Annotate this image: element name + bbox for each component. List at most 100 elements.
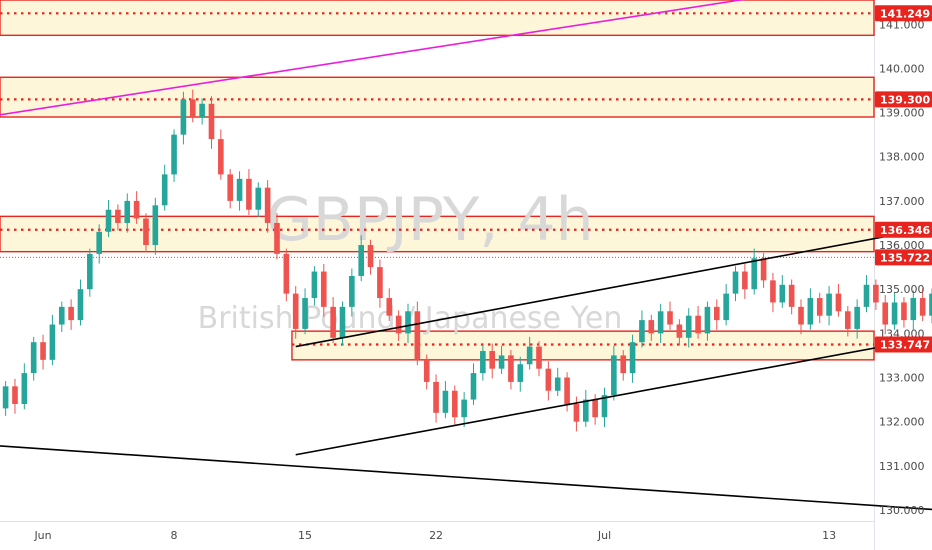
y-tick-label: 141.000 (879, 18, 925, 31)
candle-body (517, 364, 524, 382)
candle-body (21, 373, 28, 404)
candle-body (919, 298, 926, 316)
price-badge: 141.249 (875, 5, 932, 22)
candle-body (96, 231, 102, 254)
candle-body (685, 315, 692, 338)
candle-body (133, 200, 140, 219)
candle-body (760, 258, 767, 281)
x-tick-label: 13 (822, 529, 836, 542)
price-badge: 136.346 (875, 221, 932, 238)
trendline-channel-lower[interactable] (295, 265, 932, 456)
candle-body (405, 311, 411, 334)
y-tick-label: 133.000 (879, 372, 925, 385)
candle-body (311, 271, 318, 299)
price-zone[interactable] (0, 0, 875, 37)
candle-body (2, 386, 9, 409)
y-tick-label: 139.000 (879, 107, 925, 120)
y-tick-label: 130.000 (879, 504, 925, 517)
candle-body (854, 306, 860, 329)
candle-body (152, 205, 159, 246)
x-tick-label: 15 (298, 529, 312, 542)
candle-body (891, 302, 898, 325)
candle-body (208, 103, 215, 140)
y-tick-label: 136.000 (879, 239, 925, 252)
y-tick-label: 135.000 (879, 283, 925, 296)
price-badge-label: 141.249 (880, 7, 930, 20)
candle-body (770, 280, 776, 303)
y-tick-label: 132.000 (879, 416, 925, 429)
candle-body (723, 293, 729, 321)
candle-body (873, 284, 879, 303)
candle-body (58, 306, 65, 325)
candle-body (255, 187, 262, 210)
candle-body (779, 284, 786, 303)
candle-body (910, 298, 917, 321)
price-badge-box (875, 249, 932, 266)
candle-body (573, 403, 580, 422)
candle-body (592, 399, 598, 418)
candle-body (180, 99, 187, 135)
candle-body (695, 315, 701, 334)
candle-body (751, 258, 758, 290)
levels-layer (0, 12, 874, 346)
candle-body (433, 381, 439, 413)
y-tick-label: 137.000 (879, 195, 925, 208)
candle-body (171, 134, 177, 175)
candle-body (835, 293, 842, 312)
candle-body (264, 187, 271, 223)
candle-body (929, 293, 932, 316)
candle-body (816, 298, 823, 316)
candle-body (87, 253, 93, 290)
price-badge-label: 136.346 (880, 224, 930, 237)
candle-body (49, 324, 56, 360)
candle-body (246, 178, 252, 210)
candle-body (807, 298, 814, 325)
candle-body (358, 245, 365, 276)
x-axis-ticks: Jun81522Jul132027Aug10 (33, 529, 836, 542)
candle-body (189, 99, 196, 118)
x-tick-label: 22 (429, 529, 443, 542)
candle-body (901, 302, 907, 321)
candle-body (480, 351, 486, 374)
candle-body (582, 399, 589, 422)
price-badge-label: 139.300 (880, 93, 930, 106)
candle-body (545, 368, 552, 391)
price-badge: 133.747 (875, 336, 932, 353)
candle-body (77, 289, 84, 321)
price-badge-label: 135.722 (880, 251, 930, 264)
candle-body (788, 284, 795, 307)
y-tick-label: 138.000 (879, 151, 925, 164)
trendline-long-term-resistance[interactable] (0, 0, 754, 116)
candle-body (629, 342, 636, 374)
trendline-long-term-support[interactable] (0, 445, 932, 525)
y-tick-label: 140.000 (879, 62, 925, 75)
candle-body (349, 275, 355, 307)
candle-body (143, 218, 149, 246)
candle-body (236, 178, 243, 201)
trendline-channel-upper[interactable] (295, 155, 932, 348)
candle-body (124, 200, 131, 223)
candle-body (423, 359, 430, 382)
candle-body (611, 355, 617, 396)
candle-body (489, 351, 496, 369)
price-zone[interactable] (0, 76, 875, 118)
x-tick-label: Jun (33, 529, 51, 542)
candle-body (395, 315, 402, 334)
candle-body (508, 355, 514, 382)
candle-body (498, 355, 505, 369)
candle-body (536, 346, 542, 369)
candle-body (667, 311, 673, 325)
watermark-title: GBPJPY, 4h (266, 185, 593, 255)
candle-body (367, 245, 374, 268)
candle-body (461, 399, 467, 418)
candle-body (274, 222, 280, 254)
candle-body (218, 139, 224, 175)
candle-body (12, 386, 18, 404)
trendlines-layer[interactable] (0, 0, 932, 525)
candle-body (648, 320, 655, 334)
candle-body (30, 342, 37, 374)
x-tick-label: 8 (171, 529, 178, 542)
candle-body (105, 209, 112, 232)
candle-body (386, 298, 393, 316)
